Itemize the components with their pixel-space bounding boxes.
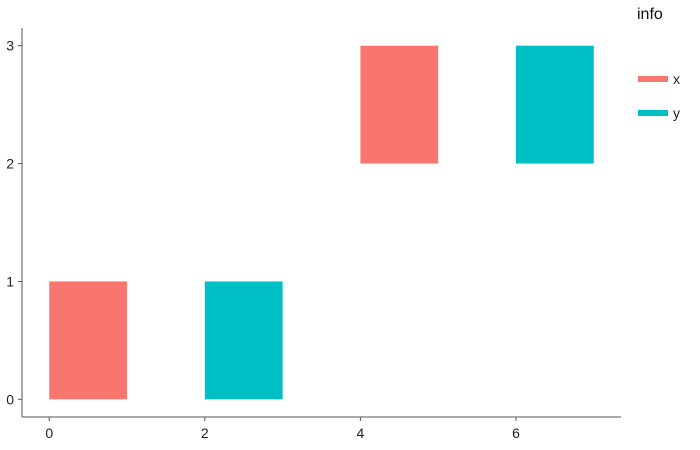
rect-x-2 [360, 45, 439, 164]
legend-swatch-y [638, 110, 668, 116]
x-tick-label: 2 [201, 425, 209, 441]
rect-x-0 [49, 281, 128, 400]
y-ticks: 0 1 2 3 [6, 38, 22, 407]
legend-title: info [637, 6, 663, 23]
legend-label-y: y [673, 105, 680, 121]
legend-swatch-x [638, 76, 668, 82]
y-tick-label: 3 [6, 38, 14, 54]
x-tick-label: 6 [512, 425, 520, 441]
x-tick-label: 0 [45, 425, 53, 441]
y-tick-label: 0 [6, 391, 14, 407]
legend-items: xy [638, 71, 680, 121]
rect-y-1 [204, 281, 283, 400]
legend: info xy [637, 6, 680, 121]
x-ticks: 0 2 4 6 [45, 417, 520, 441]
x-tick-label: 4 [356, 425, 364, 441]
plot-area [49, 45, 594, 400]
legend-label-x: x [673, 71, 680, 87]
y-tick-label: 1 [6, 273, 14, 289]
rect-y-3 [515, 45, 594, 164]
y-tick-label: 2 [6, 156, 14, 172]
